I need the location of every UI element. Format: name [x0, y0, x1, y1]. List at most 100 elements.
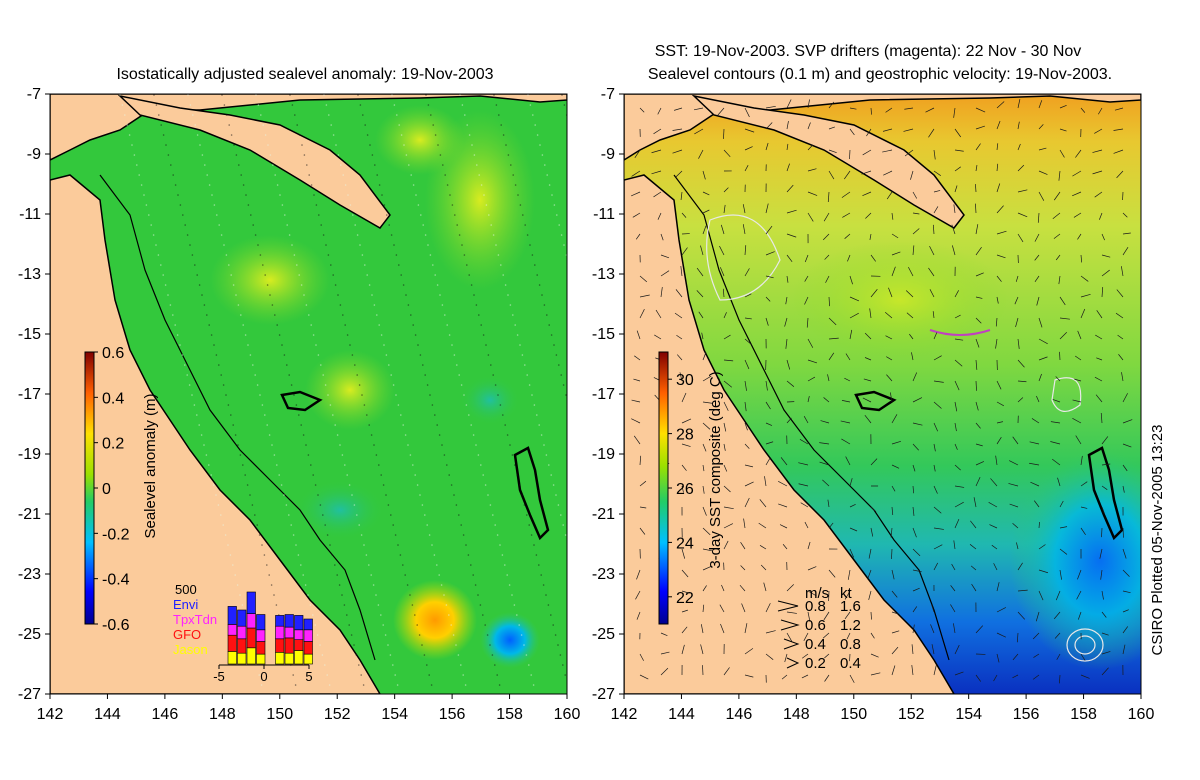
velocity-arrow	[784, 317, 788, 327]
velocity-arrow	[681, 212, 687, 218]
velocity-arrow	[912, 527, 917, 538]
track-dot	[479, 604, 482, 606]
velocity-arrow	[807, 376, 816, 382]
y-tick-label: -11	[19, 206, 41, 223]
velocity-arrow	[702, 191, 710, 196]
track-dot	[463, 254, 466, 256]
velocity-arrow	[723, 667, 730, 676]
velocity-arrow	[869, 233, 872, 241]
velocity-arrow	[975, 317, 982, 324]
track-dot	[222, 384, 225, 386]
velocity-arrow	[798, 483, 809, 487]
track-dot	[174, 184, 177, 186]
velocity-arrow	[1080, 455, 1083, 466]
track-dot	[323, 94, 325, 96]
track-dot	[322, 514, 324, 516]
velocity-arrow	[639, 480, 647, 487]
track-dot	[504, 284, 507, 286]
track-dot	[473, 294, 475, 296]
track-dot	[353, 504, 356, 506]
velocity-arrow	[1059, 149, 1065, 158]
track-dot	[432, 124, 435, 126]
velocity-arrow	[1038, 373, 1042, 382]
track-dot	[494, 384, 497, 386]
track-dot	[289, 94, 291, 96]
velocity-arrow	[953, 204, 956, 214]
y-tick-label: -23	[592, 566, 615, 583]
velocity-arrow	[911, 352, 914, 361]
track-dot	[181, 354, 184, 356]
track-dot	[456, 364, 458, 366]
track-dot	[330, 264, 332, 266]
velocity-arrow	[1122, 443, 1132, 448]
velocity-arrow	[806, 317, 809, 328]
right-reef-edge	[673, 174, 950, 661]
velocity-arrow	[786, 417, 792, 424]
track-dot	[398, 264, 400, 266]
track-dot	[436, 564, 438, 566]
track-dot	[535, 554, 538, 556]
track-dot	[233, 144, 235, 146]
inset-top-label: 500	[175, 582, 197, 597]
velocity-arrow	[975, 125, 985, 130]
track-dot	[375, 454, 378, 456]
velocity-arrow	[864, 357, 872, 361]
track-dot	[381, 194, 383, 196]
velocity-arrow	[1121, 266, 1124, 277]
track-dot	[242, 324, 244, 326]
velocity-arrow	[681, 392, 687, 403]
track-dot	[271, 444, 273, 446]
track-dot	[302, 574, 305, 576]
velocity-arrow	[870, 107, 872, 115]
velocity-arrow	[870, 506, 877, 513]
track-dot	[400, 274, 403, 276]
velocity-arrow	[639, 527, 646, 535]
velocity-arrow	[828, 101, 835, 109]
track-dot	[366, 134, 369, 136]
track-dot	[541, 294, 543, 296]
inset-bar	[227, 651, 237, 665]
track-dot	[547, 604, 550, 606]
velocity-arrow	[1122, 246, 1129, 256]
inset-bar	[294, 639, 304, 651]
track-dot	[240, 174, 242, 176]
velocity-arrow	[975, 203, 977, 214]
track-dot	[221, 94, 223, 96]
track-dot	[532, 684, 535, 686]
velocity-arrow	[932, 224, 935, 235]
y-tick-label: -13	[592, 266, 615, 283]
track-dot	[261, 544, 263, 546]
track-dot	[471, 144, 473, 146]
velocity-arrow	[1096, 357, 1103, 361]
velocity-arrow	[803, 632, 809, 642]
velocity-arrow	[765, 275, 774, 279]
velocity-arrow	[928, 128, 935, 138]
track-dot	[490, 364, 492, 366]
track-dot	[224, 534, 227, 536]
velocity-arrow	[884, 311, 893, 319]
velocity-arrow	[639, 275, 648, 283]
velocity-arrow	[744, 443, 750, 449]
track-dot	[504, 564, 506, 566]
velocity-arrow	[933, 562, 939, 571]
track-dot	[443, 454, 446, 456]
velocity-arrow	[1059, 317, 1070, 320]
track-dot	[223, 104, 226, 106]
track-dot	[211, 194, 213, 196]
velocity-arrow	[996, 163, 999, 172]
track-dot	[354, 224, 357, 226]
velocity-arrow	[681, 626, 688, 634]
track-dot	[531, 394, 533, 396]
x-tick-label: 146	[726, 706, 753, 723]
velocity-arrow	[765, 422, 773, 426]
track-dot	[552, 484, 555, 486]
track-dot	[412, 464, 414, 466]
track-dot	[414, 334, 417, 336]
track-dot	[424, 234, 427, 236]
velocity-arrow	[740, 541, 746, 550]
track-dot	[251, 504, 254, 506]
colorbar-tick-label: 0.4	[102, 390, 124, 407]
right-island-newbritain	[691, 94, 965, 229]
velocity-arrow	[786, 233, 797, 238]
track-dot	[338, 584, 341, 586]
